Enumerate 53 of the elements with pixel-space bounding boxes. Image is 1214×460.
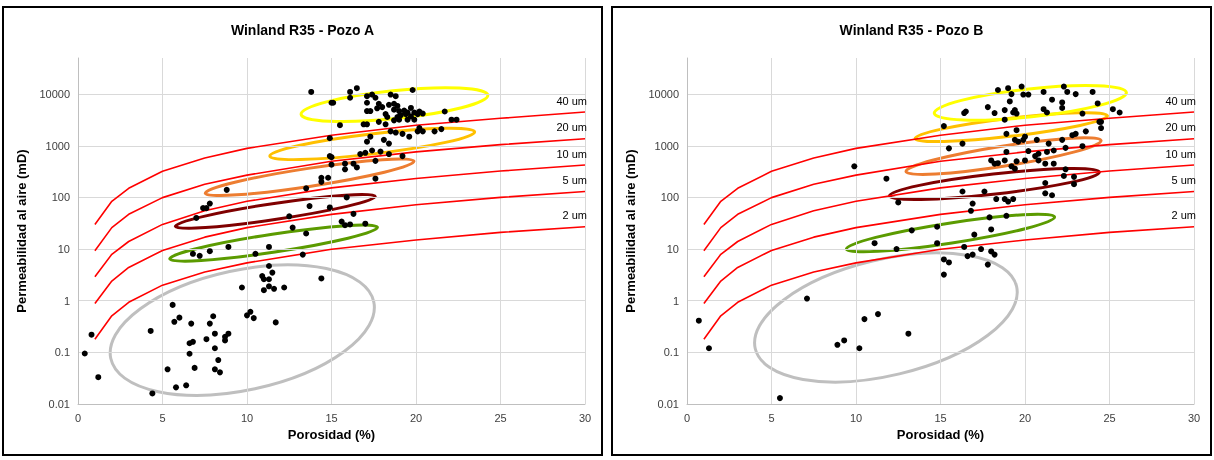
x-tick-label: 20	[409, 411, 423, 424]
y-tick-label: 10	[666, 243, 679, 256]
series-label: 10 um	[556, 147, 587, 160]
y-tick-label: 1000	[654, 139, 679, 152]
x-tick-label: 5	[159, 411, 166, 424]
x-tick-label: 25	[494, 411, 507, 424]
y-tick-label: 1	[672, 294, 679, 307]
x-tick-label: 25	[1103, 411, 1116, 424]
x-tick-label: 0	[74, 411, 82, 424]
y-tick-label: 1000	[45, 139, 70, 152]
x-axis-title: Porosidad (%)	[896, 426, 985, 442]
line-series	[94, 137, 586, 252]
x-tick-label: 30	[578, 411, 592, 424]
line-series	[703, 164, 1195, 278]
line-series	[94, 111, 586, 226]
y-axis-title: Permeabilidad al aire (mD)	[623, 149, 638, 313]
y-axis-title: Permeabilidad al aire (mD)	[14, 149, 29, 313]
series-label: 2 um	[562, 209, 587, 222]
line-series	[703, 111, 1195, 226]
series-label: 5 um	[1171, 174, 1196, 187]
y-tick-label: 1	[63, 294, 70, 307]
series-label: 10 um	[1165, 147, 1196, 160]
y-tick-label: 100	[51, 191, 70, 204]
x-tick-label: 15	[325, 411, 338, 424]
y-tick-label: 0.1	[54, 346, 70, 359]
x-tick-label: 30	[1187, 411, 1201, 424]
series-label: 20 um	[1165, 121, 1196, 134]
y-tick-label: 0.01	[48, 398, 70, 410]
line-series	[703, 190, 1195, 305]
series-label: 40 um	[556, 94, 587, 107]
series-label: 20 um	[556, 121, 587, 134]
chart-title: Winland R35 - Pozo A	[230, 22, 375, 38]
x-tick-label: 5	[768, 411, 775, 424]
y-tick-label: 0.1	[663, 346, 679, 359]
y-tick-label: 10000	[39, 88, 70, 101]
x-tick-label: 0	[683, 411, 691, 424]
x-axis-title: Porosidad (%)	[287, 426, 376, 442]
x-tick-label: 10	[849, 411, 863, 424]
line-series	[94, 190, 586, 305]
chart-title: Winland R35 - Pozo B	[839, 22, 984, 38]
x-tick-label: 10	[240, 411, 254, 424]
line-series	[703, 137, 1195, 252]
series-label: 40 um	[1165, 94, 1196, 107]
x-tick-label: 20	[1018, 411, 1032, 424]
y-tick-label: 100	[660, 191, 679, 204]
y-tick-label: 0.01	[657, 398, 679, 410]
y-tick-label: 10000	[648, 88, 679, 101]
series-label: 2 um	[1171, 209, 1196, 222]
line-series	[703, 225, 1195, 340]
x-tick-label: 15	[934, 411, 947, 424]
y-tick-label: 10	[57, 243, 70, 256]
series-label: 5 um	[562, 174, 587, 187]
line-series	[94, 164, 586, 278]
